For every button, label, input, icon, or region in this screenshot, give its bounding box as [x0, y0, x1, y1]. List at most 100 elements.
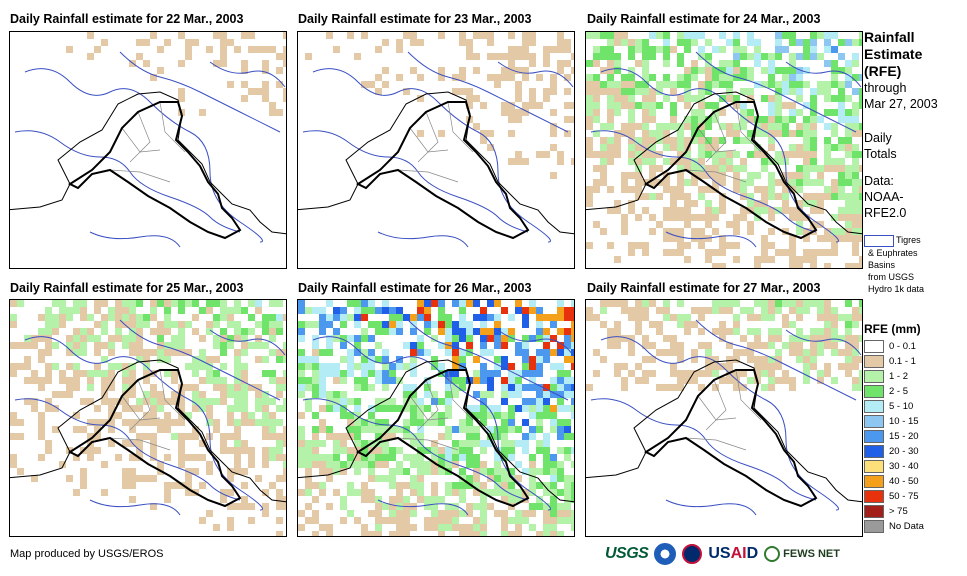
rainfall-cell: [108, 384, 115, 391]
rainfall-cell: [838, 228, 845, 235]
rainfall-cell: [466, 405, 473, 412]
rainfall-cell: [52, 391, 59, 398]
rainfall-cell: [831, 314, 838, 321]
rainfall-cell: [663, 249, 670, 256]
rainfall-cell: [424, 307, 431, 314]
rainfall-cell: [817, 200, 824, 207]
rainfall-cell: [480, 102, 487, 109]
rainfall-cell: [845, 130, 852, 137]
rainfall-cell: [754, 46, 761, 53]
rainfall-cell: [480, 531, 487, 536]
rainfall-cell: [269, 349, 276, 356]
rainfall-cell: [838, 235, 845, 242]
rainfall-cell: [564, 496, 571, 503]
rainfall-cell: [628, 88, 635, 95]
rainfall-cell: [768, 137, 775, 144]
rainfall-cell: [403, 391, 410, 398]
rainfall-cell: [340, 503, 347, 510]
rainfall-cell: [740, 46, 747, 53]
rainfall-cell: [768, 81, 775, 88]
rainfall-cell: [845, 39, 852, 46]
rainfall-cell: [501, 377, 508, 384]
rainfall-cell: [761, 151, 768, 158]
rainfall-cell: [452, 377, 459, 384]
rainfall-cell: [614, 207, 621, 214]
rainfall-cell: [628, 95, 635, 102]
rainfall-cell: [403, 433, 410, 440]
rainfall-cell: [586, 60, 593, 67]
rainfall-cell: [852, 172, 859, 179]
rainfall-cell: [677, 130, 684, 137]
rainfall-cell: [340, 517, 347, 524]
rainfall-cell: [628, 116, 635, 123]
rainfall-cell: [522, 370, 529, 377]
river-line: [302, 130, 529, 233]
rainfall-cell: [726, 74, 733, 81]
rainfall-cell: [859, 221, 862, 228]
rainfall-cell: [536, 531, 543, 536]
rainfall-cell: [227, 503, 234, 510]
rainfall-cell: [466, 412, 473, 419]
rainfall-cell: [94, 419, 101, 426]
rainfall-cell: [663, 81, 670, 88]
rainfall-cell: [361, 335, 368, 342]
rainfall-cell: [283, 95, 286, 102]
rainfall-cell: [241, 377, 248, 384]
rainfall-cell: [845, 81, 852, 88]
rainfall-cell: [389, 377, 396, 384]
rainfall-cell: [684, 377, 691, 384]
rainfall-cell: [24, 335, 31, 342]
rainfall-cell: [600, 172, 607, 179]
rainfall-cell: [754, 342, 761, 349]
rainfall-cell: [178, 461, 185, 468]
rainfall-cell: [382, 321, 389, 328]
rainfall-cell: [593, 32, 600, 39]
rainfall-cell: [747, 221, 754, 228]
rainfall-cell: [649, 356, 656, 363]
rainfall-cell: [796, 314, 803, 321]
rainfall-cell: [754, 328, 761, 335]
rainfall-cell: [586, 102, 593, 109]
rainfall-cell: [817, 88, 824, 95]
panel-title-4: Daily Rainfall estimate for 25 Mar., 200…: [10, 281, 244, 295]
rainfall-cell: [59, 307, 66, 314]
rainfall-cell: [45, 447, 52, 454]
rainfall-cell: [810, 356, 817, 363]
rainfall-cell: [852, 179, 859, 186]
rainfall-cell: [536, 412, 543, 419]
rainfall-cell: [403, 517, 410, 524]
rainfall-cell: [656, 32, 663, 39]
rainfall-cell: [31, 377, 38, 384]
rainfall-cell: [838, 349, 845, 356]
rainfall-cell: [796, 144, 803, 151]
rainfall-cell: [424, 314, 431, 321]
rainfall-cell: [473, 314, 480, 321]
rainfall-cell: [241, 370, 248, 377]
rainfall-cell: [564, 405, 571, 412]
rainfall-cell: [101, 419, 108, 426]
rainfall-cell: [396, 363, 403, 370]
rainfall-cell: [740, 67, 747, 74]
rainfall-cell: [262, 314, 269, 321]
rainfall-cell: [312, 370, 319, 377]
rainfall-cell: [108, 426, 115, 433]
rainfall-cell: [600, 81, 607, 88]
rainfall-cell: [543, 53, 550, 60]
rainfall-cell: [817, 81, 824, 88]
rainfall-cell: [438, 328, 445, 335]
rainfall-cell: [431, 503, 438, 510]
rainfall-cell: [501, 510, 508, 517]
rainfall-cell: [283, 342, 286, 349]
rainfall-cell: [31, 398, 38, 405]
rainfall-cell: [136, 398, 143, 405]
rainfall-cell: [515, 391, 522, 398]
rainfall-cell: [108, 349, 115, 356]
rainfall-cell: [17, 300, 24, 307]
rainfall-cell: [473, 503, 480, 510]
rainfall-cell: [761, 342, 768, 349]
rainfall-cell: [375, 74, 382, 81]
rainfall-cell: [522, 419, 529, 426]
rainfall-cell: [129, 307, 136, 314]
rainfall-cell: [410, 475, 417, 482]
rainfall-cell: [199, 377, 206, 384]
